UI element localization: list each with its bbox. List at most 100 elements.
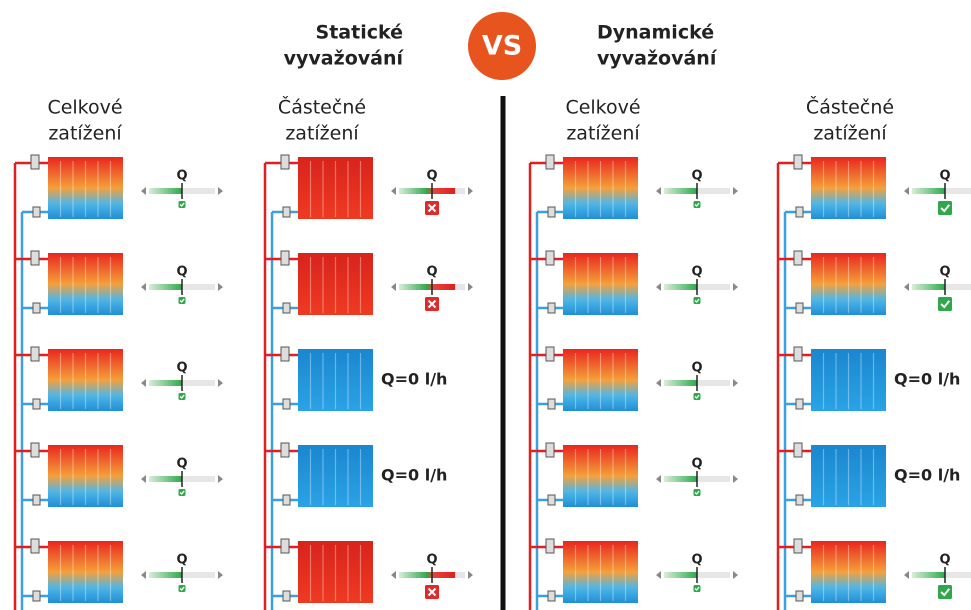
valve-top [545, 442, 555, 458]
flow-bar [912, 572, 945, 578]
valve-top [280, 250, 290, 266]
arrow-left [141, 187, 146, 195]
radiator [298, 445, 373, 507]
status-check [940, 204, 950, 213]
arrow-left [656, 379, 661, 387]
status-check [179, 586, 185, 592]
valve-top [793, 538, 803, 554]
flow-bar [664, 572, 697, 578]
arrow-left [141, 379, 146, 387]
vs-badge [468, 12, 536, 80]
status-check [694, 202, 700, 208]
valve-bottom [32, 302, 41, 314]
valve-bottom [795, 494, 804, 506]
status-icon [693, 393, 701, 400]
arrow-left [656, 475, 661, 483]
arrow-right [733, 475, 738, 483]
valve-bottom [282, 494, 291, 506]
valve-top [30, 538, 40, 554]
radiator [811, 349, 886, 411]
flow-label: Q [426, 265, 437, 280]
arrow-left [141, 571, 146, 579]
flow-label: Q [426, 169, 437, 184]
valve-bottom [547, 494, 556, 506]
arrow-right [468, 187, 473, 195]
radiator [563, 445, 638, 507]
valve-bottom [32, 590, 41, 602]
flow-zero: Q=0 l/h [894, 466, 960, 485]
arrow-right [218, 283, 223, 291]
right-title: vyvažování [597, 48, 718, 70]
valve-bottom [547, 302, 556, 314]
arrow-right [733, 187, 738, 195]
status-icon [938, 297, 952, 311]
status-icon [938, 201, 952, 215]
arrow-left [904, 187, 909, 195]
arrow-right [468, 571, 473, 579]
valve-top [280, 154, 290, 170]
arrow-right [733, 379, 738, 387]
flow-label: Q [176, 169, 187, 184]
status-check [179, 490, 185, 496]
valve-top [545, 538, 555, 554]
status-icon [178, 201, 186, 208]
valve-top [545, 250, 555, 266]
column-label: zatížení [813, 123, 887, 145]
column-label: Celkové [47, 97, 122, 119]
radiator [298, 157, 373, 219]
valve-top [30, 250, 40, 266]
status-icon [178, 297, 186, 304]
column-label: Částečné [278, 95, 366, 119]
status-icon [693, 297, 701, 304]
flow-label: Q [691, 457, 702, 472]
radiator [811, 541, 886, 603]
status-check [694, 298, 700, 304]
flow-label: Q [176, 265, 187, 280]
flow-zero: Q=0 l/h [381, 370, 447, 389]
radiator [48, 541, 123, 603]
status-cross [427, 587, 437, 597]
arrow-right [218, 571, 223, 579]
flow-bar [149, 380, 182, 386]
vs-text: VS [482, 31, 522, 62]
flow-label: Q [691, 361, 702, 376]
valve-bottom [282, 302, 291, 314]
arrow-left [904, 571, 909, 579]
status-check [694, 586, 700, 592]
flow-label: Q [176, 553, 187, 568]
valve-bottom [795, 398, 804, 410]
status-check [940, 300, 950, 309]
flow-bar [399, 284, 456, 290]
flow-bar [149, 188, 182, 194]
flow-label: Q [939, 265, 950, 280]
status-icon [693, 201, 701, 208]
valve-top [793, 154, 803, 170]
status-icon [938, 585, 952, 599]
column-label: zatížení [566, 123, 640, 145]
valve-bottom [32, 398, 41, 410]
status-icon [693, 585, 701, 592]
valve-top [30, 346, 40, 362]
left-title: Statické [316, 22, 403, 44]
flow-label: Q [691, 169, 702, 184]
valve-bottom [547, 206, 556, 218]
arrow-left [391, 283, 396, 291]
column-label: Celkové [565, 97, 640, 119]
flow-label: Q [691, 265, 702, 280]
flow-label: Q [691, 553, 702, 568]
status-icon [178, 393, 186, 400]
right-title: Dynamické [597, 22, 714, 44]
valve-top [793, 442, 803, 458]
flow-bar [664, 476, 697, 482]
valve-bottom [795, 590, 804, 602]
arrow-right [733, 571, 738, 579]
flow-label: Q [176, 361, 187, 376]
flow-bar [149, 476, 182, 482]
valve-bottom [547, 590, 556, 602]
arrow-left [141, 475, 146, 483]
radiator [563, 541, 638, 603]
flow-bar [912, 284, 945, 290]
status-icon [178, 585, 186, 592]
valve-top [280, 442, 290, 458]
